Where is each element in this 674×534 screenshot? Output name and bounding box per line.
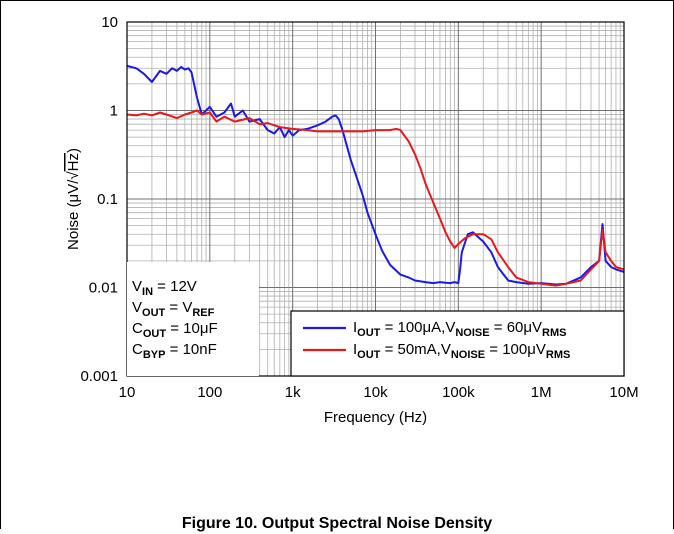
- figure-caption: Figure 10. Output Spectral Noise Density: [181, 515, 493, 532]
- y-tick-label: 0.1: [97, 191, 118, 208]
- x-tick-label: 10: [119, 384, 136, 401]
- legend-box: [290, 310, 625, 377]
- x-tick-label: 100k: [442, 384, 475, 401]
- x-tick-label: 10k: [363, 384, 388, 401]
- y-axis-title-radicand: Hz: [65, 153, 82, 171]
- x-tick-label: 1k: [285, 384, 301, 401]
- y-axis-title-radical: √: [65, 171, 82, 180]
- series-line-1: [126, 64, 625, 286]
- x-tick-label: 100: [197, 384, 222, 401]
- legend-label: IOUT = 100μA,VNOISE = 60μVRMS: [353, 319, 566, 339]
- x-tick-labels: 10 100 1k 10k 100k 1M 10M: [119, 384, 639, 401]
- series-line-2: [126, 109, 625, 287]
- condition-line: COUT = 10μF: [132, 320, 218, 340]
- y-axis-title-post: ): [65, 148, 82, 153]
- y-tick-label: 0.001: [80, 368, 118, 385]
- y-axis-title-pre: Noise (μV/: [65, 179, 82, 250]
- condition-line: VIN = 12V: [132, 278, 197, 298]
- y-tick-label: 10: [101, 14, 118, 31]
- y-tick-label: 0.01: [89, 280, 118, 297]
- conditions-background: [127, 262, 259, 376]
- condition-line: CBYP = 10nF: [132, 341, 217, 361]
- y-tick-labels: 0.001 0.01 0.1 1 10: [80, 14, 118, 385]
- condition-line: VOUT = VREF: [132, 299, 215, 319]
- x-tick-label: 10M: [609, 384, 638, 401]
- y-tick-label: 1: [110, 103, 118, 120]
- legend-label: IOUT = 50mA,VNOISE = 100μVRMS: [353, 341, 570, 361]
- x-tick-label: 1M: [531, 384, 552, 401]
- x-axis-title: Frequency (Hz): [324, 409, 427, 426]
- y-axis-title: Noise (μV/√Hz): [65, 148, 82, 250]
- series-lines: [126, 64, 625, 287]
